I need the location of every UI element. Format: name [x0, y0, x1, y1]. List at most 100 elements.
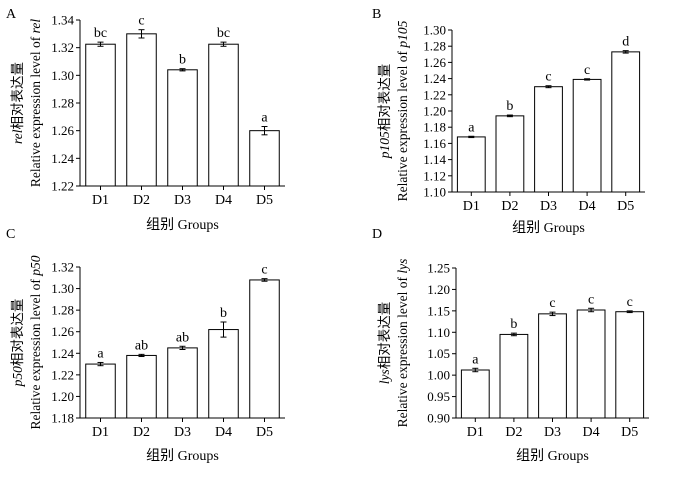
panel-letter: A — [6, 7, 17, 22]
y-axis-label-line2: Relative expression level of lys — [395, 259, 410, 428]
y-tick-label: 1.26 — [51, 324, 74, 339]
bar-d1 — [85, 363, 116, 419]
error-bar — [97, 41, 104, 47]
x-tick-label: D2 — [133, 193, 150, 208]
error-bar — [138, 29, 145, 39]
significance-label: ab — [176, 330, 189, 345]
significance-label: b — [506, 99, 513, 114]
bar-d2 — [495, 115, 525, 193]
bar-d5 — [611, 51, 641, 193]
x-tick-label: D2 — [133, 425, 150, 440]
y-tick-label: 1.30 — [51, 68, 74, 83]
x-tick-label: D1 — [463, 199, 480, 214]
x-tick-label: D1 — [92, 425, 109, 440]
x-axis-label: 组别 Groups — [146, 448, 219, 464]
y-tick-label: 1.28 — [51, 303, 74, 318]
y-tick-label: 1.24 — [423, 71, 446, 86]
y-tick-label: 1.25 — [427, 261, 450, 276]
chart-panel-d: D 0.90 0.95 1.00 1.05 1.10 1.15 1.20 1.25 D1 a D2 b D… — [372, 227, 649, 464]
x-tick-label: D5 — [621, 425, 638, 440]
y-tick-label: 1.10 — [423, 185, 446, 200]
bar-d5 — [249, 279, 280, 419]
y-tick-label: 1.22 — [51, 367, 74, 382]
bar-d5 — [249, 130, 280, 187]
y-tick-label: 1.26 — [51, 123, 74, 138]
y-axis-label-line2: Relative expression level of p105 — [395, 20, 410, 201]
bar-d4 — [208, 329, 239, 419]
y-axis-label-line1: p105相对表达量 — [377, 64, 392, 160]
panel-letter: B — [372, 7, 381, 22]
error-bar — [506, 114, 513, 118]
y-tick-label: 1.05 — [427, 346, 450, 361]
significance-label: ab — [135, 338, 148, 353]
y-axis-label-line1: lys相对表达量 — [377, 302, 392, 385]
panel-letter: C — [6, 227, 15, 242]
significance-label: b — [510, 317, 517, 332]
chart-panel-c: C 1.18 1.20 1.22 1.24 1.26 1.28 1.30 1.32 D1 a D2 ab… — [6, 227, 285, 464]
y-tick-label: 1.22 — [423, 87, 446, 102]
error-bar — [179, 345, 186, 351]
significance-label: b — [220, 306, 227, 321]
x-tick-label: D4 — [215, 193, 232, 208]
x-axis-label: 组别 Groups — [146, 217, 219, 233]
x-tick-label: D1 — [467, 425, 484, 440]
error-bar — [622, 50, 629, 54]
y-tick-label: 1.24 — [51, 151, 74, 166]
significance-label: c — [584, 63, 590, 78]
bar-d2 — [126, 354, 157, 419]
x-tick-label: D1 — [92, 193, 109, 208]
bar-d4 — [208, 43, 239, 187]
y-tick-label: 0.90 — [427, 411, 450, 426]
error-bar — [549, 311, 556, 317]
x-tick-label: D2 — [501, 199, 518, 214]
error-bar — [261, 126, 268, 136]
y-tick-label: 1.28 — [423, 39, 446, 54]
y-axis-label-line1: rel相对表达量 — [10, 62, 25, 144]
x-tick-label: D2 — [505, 425, 522, 440]
error-bar — [138, 353, 145, 358]
significance-label: b — [179, 53, 186, 68]
y-tick-label: 1.32 — [51, 40, 74, 55]
error-bar — [220, 41, 227, 47]
significance-label: c — [627, 295, 633, 310]
x-tick-label: D5 — [256, 425, 273, 440]
y-tick-label: 1.24 — [51, 346, 74, 361]
bar-d2 — [499, 333, 529, 419]
significance-label: bc — [94, 26, 107, 41]
x-tick-label: D3 — [544, 425, 561, 440]
chart-panel-b: B 1.10 1.121.141.161.181.20 1.221.241.261.2… — [372, 7, 645, 236]
x-tick-label: D3 — [174, 193, 191, 208]
significance-label: c — [549, 296, 555, 311]
significance-label: c — [545, 70, 551, 85]
x-tick-label: D5 — [617, 199, 634, 214]
y-tick-label: 1.26 — [423, 55, 446, 70]
bar-d5 — [615, 311, 645, 419]
y-tick-label: 1.18 — [423, 120, 446, 135]
y-axis-label-line1: p50相对表达量 — [10, 299, 25, 388]
bar-d3 — [534, 86, 563, 193]
y-axis-label-line2: Relative expression level of p50 — [28, 255, 43, 429]
error-bar — [584, 78, 591, 81]
x-tick-label: D3 — [540, 199, 557, 214]
error-bar — [472, 367, 479, 373]
bar-d3 — [167, 347, 198, 419]
significance-label: bc — [217, 26, 230, 41]
y-tick-label: 1.34 — [51, 13, 74, 28]
y-tick-label: 1.30 — [51, 281, 74, 296]
y-tick-label: 1.22 — [51, 179, 74, 194]
error-bar — [545, 85, 552, 89]
x-tick-label: D4 — [215, 425, 232, 440]
significance-label: a — [468, 120, 475, 135]
significance-label: a — [261, 111, 268, 126]
significance-label: c — [261, 263, 267, 278]
x-axis-label: 组别 Groups — [516, 448, 589, 464]
y-tick-label: 1.20 — [427, 282, 450, 297]
bar-d1 — [456, 136, 486, 193]
y-tick-label: 1.14 — [423, 152, 446, 167]
error-bar — [220, 321, 227, 338]
x-axis-label: 组别 Groups — [512, 220, 585, 236]
y-tick-label: 0.95 — [427, 389, 450, 404]
x-tick-label: D5 — [256, 193, 273, 208]
